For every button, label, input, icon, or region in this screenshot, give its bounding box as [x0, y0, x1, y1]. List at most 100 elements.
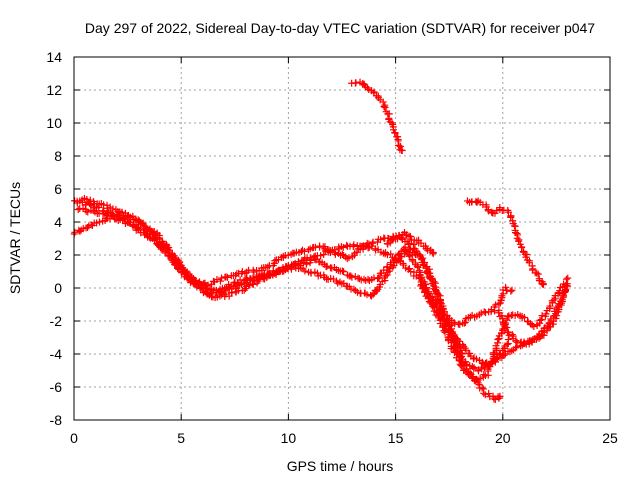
data-point-marker [495, 309, 503, 317]
data-point-marker [424, 294, 432, 302]
data-point-marker [446, 322, 454, 330]
data-point-marker [317, 252, 325, 260]
data-point-marker [213, 275, 221, 283]
series-track-9 [495, 274, 572, 348]
y-tick-label: 4 [54, 214, 62, 230]
y-tick-label: -4 [50, 346, 63, 362]
data-point-marker [380, 103, 388, 111]
data-point-marker [395, 231, 403, 239]
data-point-marker [360, 80, 368, 88]
data-point-marker [422, 244, 430, 252]
data-point-marker [496, 392, 504, 400]
data-point-marker [192, 276, 200, 284]
data-point-marker [450, 319, 458, 327]
data-point-marker [559, 291, 567, 299]
data-point-marker [109, 205, 117, 213]
data-point-marker [539, 280, 547, 288]
data-point-marker [459, 341, 467, 349]
data-point-marker [534, 270, 542, 278]
data-point-marker [323, 262, 331, 270]
data-point-marker [365, 240, 373, 248]
data-point-marker [388, 119, 396, 127]
data-point-marker [494, 336, 502, 344]
data-point-marker [129, 222, 137, 230]
data-point-marker [307, 269, 315, 277]
data-point-marker [482, 309, 490, 317]
data-point-marker [504, 208, 512, 216]
data-point-marker [530, 335, 538, 343]
data-point-marker [204, 281, 212, 289]
data-point-marker [379, 98, 387, 106]
data-point-marker [129, 212, 137, 220]
data-point-marker [447, 328, 455, 336]
data-point-marker [439, 311, 447, 319]
data-point-marker [350, 285, 358, 293]
data-point-marker [162, 244, 170, 252]
data-point-marker [470, 376, 478, 384]
data-point-marker [218, 291, 226, 299]
data-point-marker [381, 104, 389, 112]
data-point-marker [491, 358, 499, 366]
data-point-marker [340, 268, 348, 276]
data-point-marker [460, 319, 468, 327]
data-point-marker [515, 237, 523, 245]
data-point-marker [518, 244, 526, 252]
data-point-marker [466, 369, 474, 377]
data-point-marker [216, 277, 224, 285]
data-point-marker [533, 269, 541, 277]
data-point-marker [431, 286, 439, 294]
data-point-marker [507, 287, 515, 295]
data-point-marker [432, 307, 440, 315]
data-point-marker [363, 291, 371, 299]
data-point-marker [157, 240, 165, 248]
data-point-marker [542, 310, 550, 318]
x-tick-label: 20 [495, 430, 511, 446]
data-point-marker [508, 331, 516, 339]
data-point-marker [438, 310, 446, 318]
plot-frame [73, 56, 611, 421]
data-point-marker [374, 275, 382, 283]
data-point-marker [417, 255, 425, 263]
data-point-marker [182, 269, 190, 277]
y-tick-label: 0 [54, 280, 62, 296]
y-axis-label: SDTVAR / TECUs [7, 182, 23, 294]
data-point-marker [95, 218, 103, 226]
data-point-marker [421, 288, 429, 296]
x-tick-label: 5 [177, 430, 185, 446]
data-point-marker [264, 263, 272, 271]
data-point-marker [240, 286, 248, 294]
data-point-marker [86, 196, 94, 204]
data-point-marker [508, 286, 516, 294]
data-point-marker [562, 275, 570, 283]
data-point-marker [347, 272, 355, 280]
data-point-marker [391, 129, 399, 137]
series-track-5 [417, 282, 516, 329]
data-point-marker [488, 208, 496, 216]
data-point-marker [245, 281, 253, 289]
data-point-marker [520, 313, 528, 321]
data-point-marker [480, 371, 488, 379]
data-point-marker [352, 79, 360, 87]
data-point-marker [254, 277, 262, 285]
data-point-marker [402, 247, 410, 255]
data-point-marker [300, 247, 308, 255]
data-point-marker [525, 259, 533, 267]
data-point-marker [529, 336, 537, 344]
y-tick-label: -6 [50, 379, 63, 395]
data-point-marker [269, 271, 277, 279]
data-point-marker [503, 324, 511, 332]
data-point-marker [188, 273, 196, 281]
data-point-marker [218, 274, 226, 282]
data-point-marker [84, 223, 92, 231]
data-point-marker [370, 88, 378, 96]
data-point-marker [512, 337, 520, 345]
data-point-marker [195, 278, 203, 286]
data-point-marker [377, 236, 385, 244]
x-tick-label: 10 [281, 430, 297, 446]
data-point-marker [359, 242, 367, 250]
series-track-8 [383, 228, 437, 258]
chart-title: Day 297 of 2022, Sidereal Day-to-day VTE… [85, 20, 595, 36]
data-point-marker [421, 258, 429, 266]
data-point-marker [398, 146, 406, 154]
